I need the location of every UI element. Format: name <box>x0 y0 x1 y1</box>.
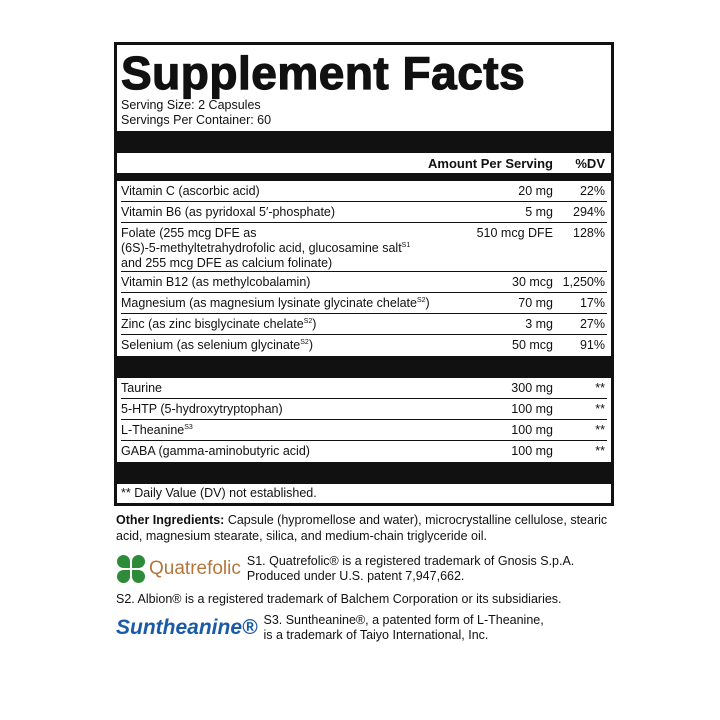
nutrient-amount: 100 mg <box>511 402 553 416</box>
nutrient-amount: 510 mcg DFE <box>476 226 553 240</box>
nutrient-row: Vitamin B6 (as pyridoxal 5′-phosphate) 5 … <box>121 202 607 223</box>
nutrient-name: Vitamin B12 (as methylcobalamin) <box>121 275 311 289</box>
supplement-facts-panel: Supplement Facts Serving Size: 2 Capsule… <box>114 42 614 506</box>
dv-note: ** Daily Value (DV) not established. <box>121 486 317 500</box>
servings-per-container: Servings Per Container: 60 <box>121 113 272 127</box>
clover-icon <box>116 554 146 584</box>
nutrient-name: Vitamin B6 (as pyridoxal 5′-phosphate) <box>121 205 336 219</box>
label-content: Supplement Facts Serving Size: 2 Capsule… <box>114 42 614 643</box>
divider-bar <box>117 462 611 484</box>
divider-bar <box>117 173 611 181</box>
nutrient-row: GABA (gamma-aminobutyric acid) 100 mg ** <box>121 441 607 462</box>
other-ingredients-label: Other Ingredients: <box>116 513 225 527</box>
suntheanine-logo: Suntheanine® <box>116 616 258 639</box>
nutrient-amount: 3 mg <box>525 317 553 331</box>
panel-title: Supplement Facts <box>120 47 526 99</box>
nutrient-name: Folate (255 mcg DFE as (6S)-5-methyltetr… <box>121 226 411 270</box>
nutrient-name: Selenium (as selenium glycinateS2) <box>121 338 313 352</box>
nutrient-dv: 17% <box>579 296 605 310</box>
nutrient-row: Taurine 300 mg ** <box>121 378 607 399</box>
divider-bar <box>117 356 611 378</box>
footnote-s3-row: Suntheanine® S3. Suntheanine®, a patente… <box>114 613 608 643</box>
amount-header: Amount Per Serving <box>428 155 553 171</box>
nutrient-amount: 100 mg <box>511 423 553 437</box>
nutrient-dv: ** <box>595 444 605 458</box>
footnote-s1: S1. Quatrefolic® is a registered tradema… <box>246 554 575 583</box>
nutrient-name: 5-HTP (5-hydroxytryptophan) <box>121 402 283 416</box>
nutrient-name: Zinc (as zinc bisglycinate chelateS2) <box>121 317 317 331</box>
nutrient-row: 5-HTP (5-hydroxytryptophan) 100 mg ** <box>121 399 607 420</box>
nutrient-row: L-TheanineS3 100 mg ** <box>121 420 607 441</box>
nutrient-dv: 27% <box>579 317 605 331</box>
nutrient-name: Magnesium (as magnesium lysinate glycina… <box>121 296 430 310</box>
nutrient-dv: 22% <box>579 184 605 198</box>
quatrefolic-logo: Quatrefolic <box>116 554 241 584</box>
nutrient-amount: 100 mg <box>511 444 553 458</box>
nutrient-amount: 20 mg <box>518 184 553 198</box>
dv-header: %DV <box>575 155 605 171</box>
footnote-s2: S2. Albion® is a registered trademark of… <box>116 592 562 606</box>
footnote-s1-row: Quatrefolic S1. Quatrefolic® is a regist… <box>114 554 608 584</box>
nutrient-dv: ** <box>595 423 605 437</box>
other-ingredients-text: Capsule (hypromellose and water), microc… <box>116 513 608 543</box>
divider-bar <box>117 131 611 153</box>
footnote-s2-row: S2. Albion® is a registered trademark of… <box>114 592 608 607</box>
nutrient-name: Taurine <box>121 381 162 395</box>
serving-size: Serving Size: 2 Capsules <box>121 98 261 112</box>
nutrient-name: GABA (gamma-aminobutyric acid) <box>121 444 310 458</box>
nutrient-amount: 50 mcg <box>512 338 553 352</box>
nutrient-name: L-TheanineS3 <box>121 423 193 437</box>
nutrient-dv: 294% <box>573 205 605 219</box>
other-ingredients: Other Ingredients: Capsule (hypromellose… <box>114 512 608 544</box>
nutrient-name: Vitamin C (ascorbic acid) <box>121 184 260 198</box>
footnote-s3: S3. Suntheanine®, a patented form of L-T… <box>263 613 544 642</box>
nutrient-dv: 91% <box>579 338 605 352</box>
nutrient-row: Magnesium (as magnesium lysinate glycina… <box>121 293 607 314</box>
nutrient-row: Folate (255 mcg DFE as (6S)-5-methyltetr… <box>121 223 607 272</box>
nutrient-dv: 128% <box>573 226 605 240</box>
nutrient-row: Selenium (as selenium glycinateS2) 50 mcg… <box>121 335 607 356</box>
column-header: Amount Per Serving %DV <box>121 153 607 173</box>
nutrient-dv: 1,250% <box>562 275 605 289</box>
nutrient-dv: ** <box>595 381 605 395</box>
nutrient-dv: ** <box>595 402 605 416</box>
nutrient-row: Vitamin C (ascorbic acid) 20 mg 22% <box>121 181 607 202</box>
nutrient-amount: 5 mg <box>525 205 553 219</box>
nutrient-amount: 30 mcg <box>512 275 553 289</box>
nutrient-row: Vitamin B12 (as methylcobalamin) 30 mcg 1,… <box>121 272 607 293</box>
nutrient-row: Zinc (as zinc bisglycinate chelateS2) 3 m… <box>121 314 607 335</box>
nutrient-amount: 300 mg <box>511 381 553 395</box>
nutrient-amount: 70 mg <box>518 296 553 310</box>
